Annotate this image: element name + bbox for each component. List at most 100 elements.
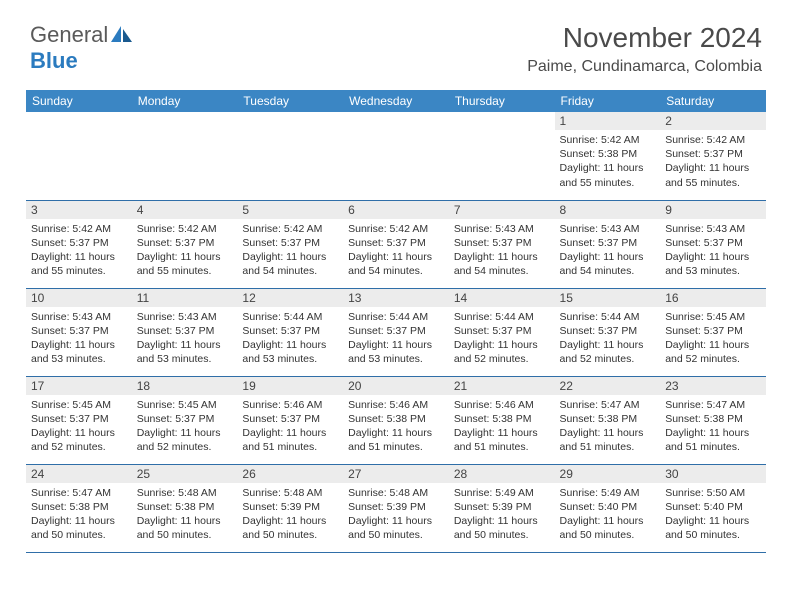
sunset-line: Sunset: 5:37 PM xyxy=(560,236,656,250)
day-header-thursday: Thursday xyxy=(449,90,555,112)
sunset-line: Sunset: 5:37 PM xyxy=(31,412,127,426)
sunrise-line: Sunrise: 5:48 AM xyxy=(137,486,233,500)
daylight-line: Daylight: 11 hours and 55 minutes. xyxy=(137,250,233,278)
day-cell: 25Sunrise: 5:48 AMSunset: 5:38 PMDayligh… xyxy=(132,464,238,552)
day-info: Sunrise: 5:42 AMSunset: 5:38 PMDaylight:… xyxy=(555,130,661,194)
month-title: November 2024 xyxy=(527,22,762,54)
day-number: 7 xyxy=(449,201,555,219)
day-number: 8 xyxy=(555,201,661,219)
sunset-line: Sunset: 5:37 PM xyxy=(348,324,444,338)
sunset-line: Sunset: 5:37 PM xyxy=(137,236,233,250)
day-info: Sunrise: 5:46 AMSunset: 5:38 PMDaylight:… xyxy=(343,395,449,459)
day-info: Sunrise: 5:47 AMSunset: 5:38 PMDaylight:… xyxy=(555,395,661,459)
sunset-line: Sunset: 5:38 PM xyxy=(560,412,656,426)
daylight-line: Daylight: 11 hours and 52 minutes. xyxy=(560,338,656,366)
day-header-tuesday: Tuesday xyxy=(237,90,343,112)
day-info: Sunrise: 5:47 AMSunset: 5:38 PMDaylight:… xyxy=(26,483,132,547)
day-cell: 27Sunrise: 5:48 AMSunset: 5:39 PMDayligh… xyxy=(343,464,449,552)
sunrise-line: Sunrise: 5:46 AM xyxy=(454,398,550,412)
day-header-wednesday: Wednesday xyxy=(343,90,449,112)
day-info: Sunrise: 5:49 AMSunset: 5:40 PMDaylight:… xyxy=(555,483,661,547)
day-info: Sunrise: 5:43 AMSunset: 5:37 PMDaylight:… xyxy=(26,307,132,371)
sunrise-line: Sunrise: 5:44 AM xyxy=(242,310,338,324)
day-cell: 13Sunrise: 5:44 AMSunset: 5:37 PMDayligh… xyxy=(343,288,449,376)
day-number: 25 xyxy=(132,465,238,483)
day-number: 14 xyxy=(449,289,555,307)
sunset-line: Sunset: 5:37 PM xyxy=(665,236,761,250)
empty-cell xyxy=(449,112,555,200)
sunset-line: Sunset: 5:39 PM xyxy=(454,500,550,514)
logo-line1: General xyxy=(30,22,108,48)
day-cell: 7Sunrise: 5:43 AMSunset: 5:37 PMDaylight… xyxy=(449,200,555,288)
sunset-line: Sunset: 5:38 PM xyxy=(560,147,656,161)
daylight-line: Daylight: 11 hours and 55 minutes. xyxy=(31,250,127,278)
sunset-line: Sunset: 5:37 PM xyxy=(454,324,550,338)
sunrise-line: Sunrise: 5:45 AM xyxy=(31,398,127,412)
sunset-line: Sunset: 5:37 PM xyxy=(31,236,127,250)
daylight-line: Daylight: 11 hours and 53 minutes. xyxy=(242,338,338,366)
week-row: 3Sunrise: 5:42 AMSunset: 5:37 PMDaylight… xyxy=(26,200,766,288)
day-info: Sunrise: 5:42 AMSunset: 5:37 PMDaylight:… xyxy=(343,219,449,283)
sunrise-line: Sunrise: 5:46 AM xyxy=(242,398,338,412)
day-cell: 11Sunrise: 5:43 AMSunset: 5:37 PMDayligh… xyxy=(132,288,238,376)
title-block: November 2024 Paime, Cundinamarca, Colom… xyxy=(527,22,762,76)
sunset-line: Sunset: 5:37 PM xyxy=(31,324,127,338)
sunset-line: Sunset: 5:38 PM xyxy=(454,412,550,426)
logo: General Blue xyxy=(30,22,133,74)
daylight-line: Daylight: 11 hours and 51 minutes. xyxy=(348,426,444,454)
day-cell: 22Sunrise: 5:47 AMSunset: 5:38 PMDayligh… xyxy=(555,376,661,464)
day-info: Sunrise: 5:43 AMSunset: 5:37 PMDaylight:… xyxy=(660,219,766,283)
sunset-line: Sunset: 5:38 PM xyxy=(665,412,761,426)
day-number: 20 xyxy=(343,377,449,395)
sunrise-line: Sunrise: 5:47 AM xyxy=(665,398,761,412)
day-number: 30 xyxy=(660,465,766,483)
sunset-line: Sunset: 5:37 PM xyxy=(242,324,338,338)
sunset-line: Sunset: 5:37 PM xyxy=(665,147,761,161)
sunset-line: Sunset: 5:37 PM xyxy=(242,236,338,250)
sunset-line: Sunset: 5:37 PM xyxy=(348,236,444,250)
location: Paime, Cundinamarca, Colombia xyxy=(527,58,762,76)
day-number: 15 xyxy=(555,289,661,307)
sunrise-line: Sunrise: 5:44 AM xyxy=(560,310,656,324)
day-cell: 9Sunrise: 5:43 AMSunset: 5:37 PMDaylight… xyxy=(660,200,766,288)
sunset-line: Sunset: 5:37 PM xyxy=(137,412,233,426)
sunrise-line: Sunrise: 5:45 AM xyxy=(665,310,761,324)
day-number: 21 xyxy=(449,377,555,395)
day-header-row: SundayMondayTuesdayWednesdayThursdayFrid… xyxy=(26,90,766,112)
daylight-line: Daylight: 11 hours and 51 minutes. xyxy=(454,426,550,454)
day-info: Sunrise: 5:44 AMSunset: 5:37 PMDaylight:… xyxy=(343,307,449,371)
day-number: 26 xyxy=(237,465,343,483)
sunrise-line: Sunrise: 5:42 AM xyxy=(560,133,656,147)
day-info: Sunrise: 5:45 AMSunset: 5:37 PMDaylight:… xyxy=(132,395,238,459)
day-number: 27 xyxy=(343,465,449,483)
day-cell: 17Sunrise: 5:45 AMSunset: 5:37 PMDayligh… xyxy=(26,376,132,464)
daylight-line: Daylight: 11 hours and 53 minutes. xyxy=(31,338,127,366)
day-number: 6 xyxy=(343,201,449,219)
daylight-line: Daylight: 11 hours and 54 minutes. xyxy=(242,250,338,278)
day-cell: 21 Sunrise: 5:46 AMSunset: 5:38 PMDayligh… xyxy=(449,376,555,464)
sunset-line: Sunset: 5:39 PM xyxy=(242,500,338,514)
sail-icon xyxy=(111,26,133,44)
day-info: Sunrise: 5:46 AMSunset: 5:37 PMDaylight:… xyxy=(237,395,343,459)
day-info: Sunrise: 5:43 AMSunset: 5:37 PMDaylight:… xyxy=(555,219,661,283)
sunrise-line: Sunrise: 5:42 AM xyxy=(242,222,338,236)
week-row: 17Sunrise: 5:45 AMSunset: 5:37 PMDayligh… xyxy=(26,376,766,464)
daylight-line: Daylight: 11 hours and 52 minutes. xyxy=(665,338,761,366)
day-number: 13 xyxy=(343,289,449,307)
sunrise-line: Sunrise: 5:49 AM xyxy=(560,486,656,500)
day-info: Sunrise: 5:47 AMSunset: 5:38 PMDaylight:… xyxy=(660,395,766,459)
day-number: 23 xyxy=(660,377,766,395)
week-row: 10Sunrise: 5:43 AMSunset: 5:37 PMDayligh… xyxy=(26,288,766,376)
daylight-line: Daylight: 11 hours and 50 minutes. xyxy=(348,514,444,542)
day-cell: 23Sunrise: 5:47 AMSunset: 5:38 PMDayligh… xyxy=(660,376,766,464)
day-cell: 6Sunrise: 5:42 AMSunset: 5:37 PMDaylight… xyxy=(343,200,449,288)
daylight-line: Daylight: 11 hours and 51 minutes. xyxy=(242,426,338,454)
day-cell: 30Sunrise: 5:50 AMSunset: 5:40 PMDayligh… xyxy=(660,464,766,552)
sunrise-line: Sunrise: 5:43 AM xyxy=(560,222,656,236)
day-cell: 10Sunrise: 5:43 AMSunset: 5:37 PMDayligh… xyxy=(26,288,132,376)
day-cell: 26Sunrise: 5:48 AMSunset: 5:39 PMDayligh… xyxy=(237,464,343,552)
daylight-line: Daylight: 11 hours and 53 minutes. xyxy=(348,338,444,366)
day-info: Sunrise: 5:45 AMSunset: 5:37 PMDaylight:… xyxy=(26,395,132,459)
daylight-line: Daylight: 11 hours and 50 minutes. xyxy=(560,514,656,542)
sunrise-line: Sunrise: 5:42 AM xyxy=(31,222,127,236)
